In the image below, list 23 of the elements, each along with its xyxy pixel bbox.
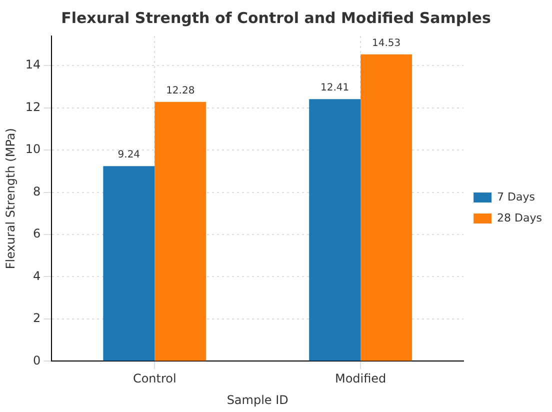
bar	[103, 166, 155, 361]
bar	[154, 102, 206, 361]
y-tick-label: 0	[33, 353, 41, 368]
data-label: 12.28	[166, 85, 195, 96]
x-axis-title: Sample ID	[226, 392, 288, 407]
y-tick-label: 4	[33, 268, 41, 283]
data-label: 12.41	[320, 82, 350, 94]
legend-label: 28 Days	[497, 211, 542, 224]
y-tick-label: 10	[25, 142, 41, 156]
data-label: 9.24	[118, 150, 140, 161]
y-tick-label: 14	[25, 58, 41, 72]
chart-title: Flexural Strength of Control and Modified Samples	[61, 8, 491, 27]
data-label: 14.53	[372, 38, 401, 49]
x-tick-label: Control	[132, 372, 176, 386]
x-tick-label: Modified	[334, 372, 386, 386]
y-tick-label: 8	[33, 184, 41, 198]
y-tick-label: 2	[33, 311, 41, 326]
y-tick-label: 12	[25, 100, 41, 114]
y-axis-title: Flexural Strength (MPa)	[3, 128, 18, 270]
y-tick-label: 6	[33, 226, 41, 241]
bar	[309, 99, 361, 361]
legend-label: 7 Days	[497, 190, 536, 204]
bar	[360, 54, 412, 361]
